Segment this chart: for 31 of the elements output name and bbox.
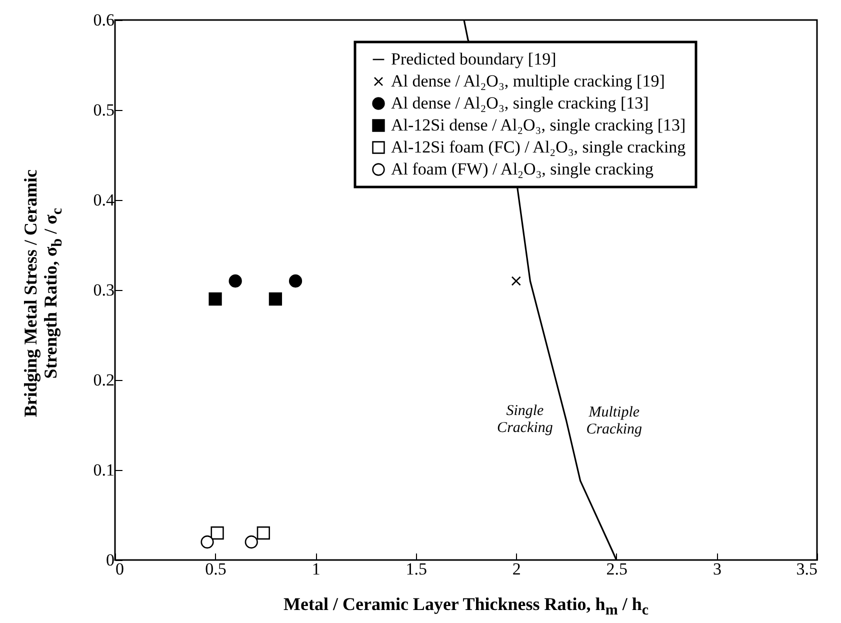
x-axis-title: Metal / Ceramic Layer Thickness Ratio, h$_{m}$ / h$_{c}$ [282,594,650,621]
y-tick-label: 0.1 [93,460,114,480]
point [268,292,282,306]
annotation: Single Cracking [497,402,554,436]
x-tick-label: 2.5 [606,560,628,578]
legend-label: Al-12Si foam (FC) / Al₂O₃, single cracking [391,138,686,156]
point [244,535,258,549]
point [288,274,302,288]
x-tick-label: 3.5 [796,560,818,578]
y-tick-label: 0.3 [93,280,114,300]
x-tick-label: 0.5 [205,560,226,578]
point [210,526,224,540]
x-tick-label: 2 [512,560,521,578]
annotation: Multiple Cracking [586,404,643,438]
legend-label: Al dense / Al₂O₃, multiple cracking [19] [391,72,665,90]
y-tick-label: 0.5 [93,100,114,120]
point [208,292,222,306]
y-tick-label: 0.2 [93,370,114,390]
x-tick-label: 1.5 [406,560,427,578]
legend-label: Al-12Si dense / Al₂O₃, single cracking [13] [391,116,686,134]
legend-label: Al dense / Al₂O₃, single cracking [13] [391,94,649,112]
y-tick-label: 0.4 [93,190,115,210]
point [228,274,242,288]
y-tick-label: 0.6 [93,10,114,30]
x-tick-label: 3 [712,560,722,578]
point [200,535,214,549]
point [511,276,521,286]
legend-label: Predicted boundary [19] [391,50,556,68]
legend-label: Al foam (FW) / Al₂O₃, single cracking [391,160,654,178]
point [256,526,270,540]
x-tick-label: 1 [312,560,320,578]
